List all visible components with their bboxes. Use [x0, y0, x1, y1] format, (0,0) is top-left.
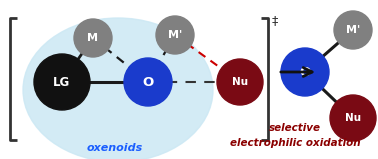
Circle shape — [330, 95, 376, 141]
Text: Nu: Nu — [232, 77, 248, 87]
Text: LG: LG — [53, 76, 71, 89]
Text: M': M' — [168, 30, 182, 40]
Circle shape — [74, 19, 112, 57]
Ellipse shape — [23, 18, 213, 159]
Circle shape — [334, 11, 372, 49]
Circle shape — [156, 16, 194, 54]
Circle shape — [34, 54, 90, 110]
Text: ‡: ‡ — [272, 14, 278, 27]
Text: M': M' — [346, 25, 360, 35]
Circle shape — [124, 58, 172, 106]
Circle shape — [281, 48, 329, 96]
Text: Nu: Nu — [345, 113, 361, 123]
Text: oxenoids: oxenoids — [87, 143, 143, 153]
Text: selective: selective — [269, 123, 321, 133]
Circle shape — [217, 59, 263, 105]
Text: O: O — [143, 76, 153, 89]
Text: electrophilic oxidation: electrophilic oxidation — [230, 138, 360, 148]
Text: O: O — [299, 66, 311, 79]
Text: M: M — [87, 33, 99, 43]
